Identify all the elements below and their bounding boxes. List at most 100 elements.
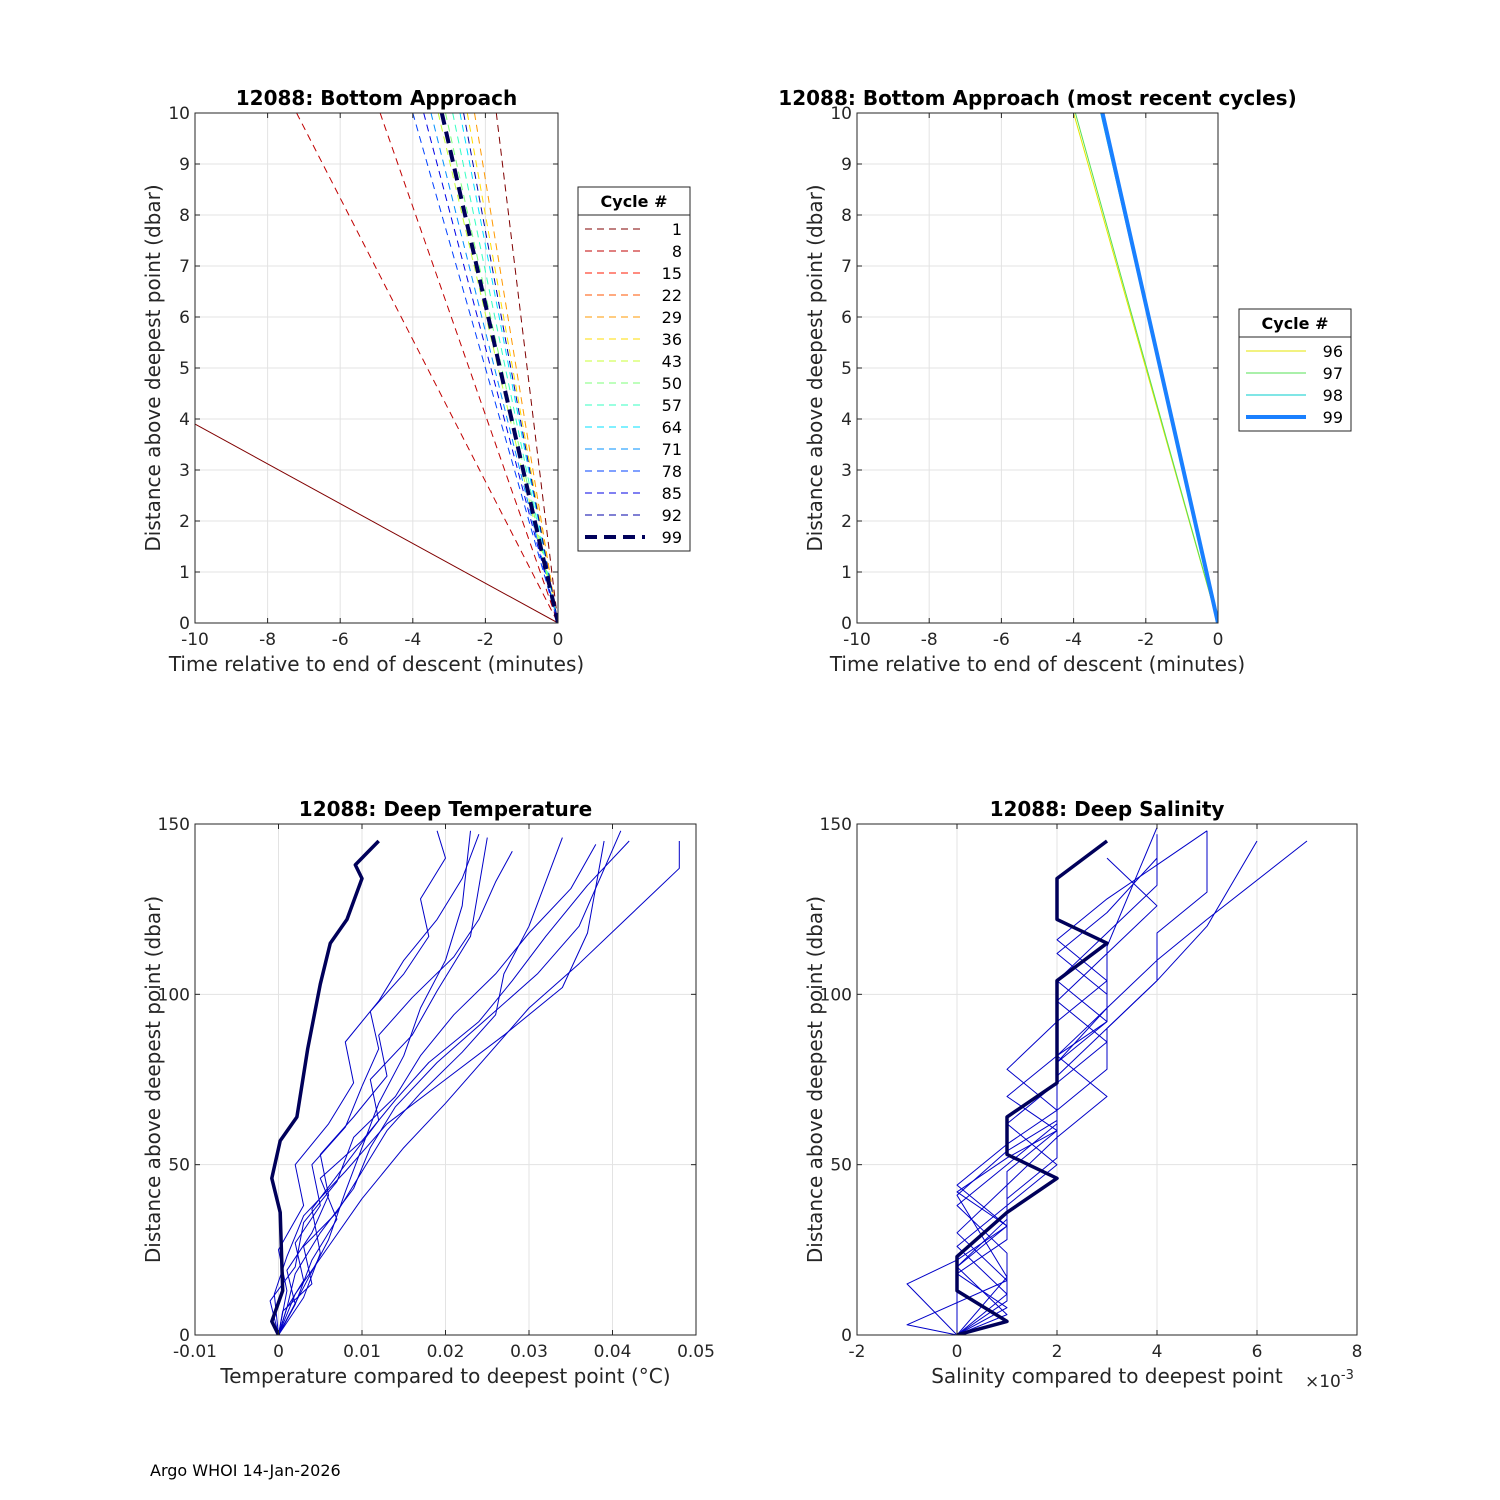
- deep-temperature-series-99: [270, 839, 380, 1335]
- bottom-approach-legend-label-92: 92: [662, 506, 682, 525]
- bottom-approach-legend-label-8: 8: [672, 242, 682, 261]
- deep-temperature-xtick-label-1: 0: [273, 1342, 284, 1362]
- deep-temperature-ytick-label-0: 0: [179, 1326, 190, 1346]
- bottom-approach-xtick-label-4: -2: [477, 630, 494, 650]
- bottom-approach-recent-series-group: [1073, 113, 1218, 623]
- bottom-approach-recent-ytick-label-6: 6: [841, 308, 852, 328]
- bottom-approach-series-22: [495, 113, 558, 623]
- bottom-approach-ytick-label-0: 0: [179, 614, 190, 634]
- bottom-approach-recent-ytick-label-1: 1: [841, 563, 852, 583]
- deep-temperature-xtick-label-2: 0.01: [343, 1342, 381, 1362]
- bottom-approach-legend-box: [577, 186, 691, 552]
- bottom-approach-legend-label-99: 99: [662, 528, 682, 547]
- bottom-approach-series-85: [423, 113, 558, 623]
- bottom-approach-xtick-label-1: -8: [259, 630, 276, 650]
- bottom-approach-title: 12088: Bottom Approach: [236, 86, 518, 110]
- bottom-approach-recent-series-99: [1100, 113, 1218, 623]
- bottom-approach-recent-xtick-label-5: 0: [1213, 630, 1224, 650]
- bottom-approach-ytick-label-8: 8: [179, 206, 190, 226]
- bottom-approach-series-71: [430, 113, 558, 623]
- bottom-approach-recent-xtick-label-2: -6: [993, 630, 1010, 650]
- bottom-approach-series-36: [466, 113, 558, 623]
- deep-salinity-series-s7: [956, 830, 1208, 1335]
- bottom-approach-legend-label-1: 1: [672, 220, 682, 239]
- deep-salinity-plot-area: [857, 824, 1357, 1335]
- bottom-approach-series-15: [379, 113, 558, 623]
- deep-temperature-xtick-label-5: 0.04: [594, 1342, 632, 1362]
- deep-temperature-series-c7: [278, 834, 480, 1335]
- bottom-approach-recent-ytick-label-10: 10: [830, 104, 852, 124]
- deep-temperature-series-c5: [278, 841, 680, 1335]
- deep-temperature-xlabel: Temperature compared to deepest point (°…: [219, 1364, 670, 1388]
- deep-temperature-ytick-label-2: 100: [158, 985, 190, 1005]
- bottom-approach-recent-ytick-label-7: 7: [841, 257, 852, 277]
- bottom-approach-ytick-label-1: 1: [179, 563, 190, 583]
- bottom-approach-recent-xtick-label-4: -2: [1137, 630, 1154, 650]
- bottom-approach-xtick-label-0: -10: [181, 630, 209, 650]
- bottom-approach-series-43: [437, 113, 558, 623]
- bottom-approach-recent-legend-title: Cycle #: [1262, 314, 1329, 333]
- deep-salinity-series-s5: [956, 857, 1158, 1335]
- bottom-approach-recent-title: 12088: Bottom Approach (most recent cycl…: [778, 86, 1296, 110]
- bottom-approach-legend-label-85: 85: [662, 484, 682, 503]
- bottom-approach-recent-series-97: [1074, 113, 1218, 623]
- bottom-approach-ytick-label-9: 9: [179, 155, 190, 175]
- bottom-approach-recent-ytick-label-8: 8: [841, 206, 852, 226]
- deep-salinity-ytick-label-2: 100: [820, 985, 852, 1005]
- deep-salinity-xtick-label-1: 0: [952, 1342, 963, 1362]
- bottom-approach-ytick-label-3: 3: [179, 461, 190, 481]
- bottom-approach-recent-xtick-label-1: -8: [921, 630, 938, 650]
- bottom-approach-recent-legend-box: [1238, 308, 1352, 432]
- bottom-approach-recent-xtick-label-3: -4: [1065, 630, 1082, 650]
- bottom-approach-xtick-label-5: 0: [553, 630, 564, 650]
- deep-temperature-xtick-label-4: 0.03: [510, 1342, 548, 1362]
- deep-salinity-series-99: [955, 839, 1109, 1335]
- bottom-approach-xtick-label-2: -6: [332, 630, 349, 650]
- bottom-approach-recent-ytick-label-3: 3: [841, 461, 852, 481]
- deep-salinity-xlabel: Salinity compared to deepest point: [931, 1364, 1283, 1388]
- deep-temperature-ylabel: Distance above deepest point (dbar): [141, 896, 165, 1263]
- deep-temperature-xtick-label-0: -0.01: [173, 1342, 217, 1362]
- deep-temperature-series-c11: [278, 830, 622, 1335]
- bottom-approach-recent-xtick-label-0: -10: [843, 630, 871, 650]
- deep-temperature-series-c3: [269, 844, 597, 1335]
- deep-salinity-ytick-label-3: 150: [820, 815, 852, 835]
- bottom-approach-legend-label-57: 57: [662, 396, 682, 415]
- bottom-approach-recent-ytick-label-4: 4: [841, 410, 852, 430]
- deep-salinity-title: 12088: Deep Salinity: [990, 797, 1225, 821]
- deep-temperature-series-group: [269, 830, 680, 1335]
- deep-salinity-xtick-label-5: 8: [1352, 1342, 1363, 1362]
- deep-salinity-series-s6: [956, 827, 1158, 1335]
- bottom-approach-legend-label-43: 43: [662, 352, 682, 371]
- bottom-approach-ytick-label-7: 7: [179, 257, 190, 277]
- bottom-approach-series-99: [439, 113, 558, 623]
- bottom-approach-ytick-label-2: 2: [179, 512, 190, 532]
- deep-temperature-series-c6: [278, 837, 563, 1335]
- bottom-approach-xtick-label-3: -4: [404, 630, 421, 650]
- bottom-approach-legend-label-22: 22: [662, 286, 682, 305]
- bottom-approach-series-64: [459, 113, 558, 623]
- deep-temperature-xtick-label-3: 0.02: [427, 1342, 465, 1362]
- bottom-approach-recent-ytick-label-9: 9: [841, 155, 852, 175]
- bottom-approach-recent-legend-label-96: 96: [1323, 342, 1343, 361]
- bottom-approach-legend-label-15: 15: [662, 264, 682, 283]
- bottom-approach-recent-ytick-label-0: 0: [841, 614, 852, 634]
- bottom-approach-legend-label-64: 64: [662, 418, 682, 437]
- deep-temperature-ytick-label-3: 150: [158, 815, 190, 835]
- bottom-approach-legend-label-78: 78: [662, 462, 682, 481]
- bottom-approach-series-29: [474, 113, 558, 623]
- bottom-approach-series-92: [463, 113, 558, 623]
- deep-salinity-xscale-label: ×10-3: [1305, 1368, 1354, 1392]
- deep-salinity-series-s4: [906, 840, 1308, 1335]
- bottom-approach-series-50: [445, 113, 558, 623]
- bottom-approach-recent-ylabel: Distance above deepest point (dbar): [803, 184, 827, 551]
- deep-salinity-xtick-label-4: 6: [1252, 1342, 1263, 1362]
- bottom-approach-series-1: [195, 423, 558, 623]
- bottom-approach-legend-label-71: 71: [662, 440, 682, 459]
- bottom-approach-ytick-label-5: 5: [179, 359, 190, 379]
- deep-temperature-chart: -0.01 0 0.01 0.02 0.03 0.04 0.0505010015012088…: [141, 797, 715, 1388]
- bottom-approach-recent-legend-label-98: 98: [1323, 386, 1343, 405]
- bottom-approach-ytick-label-10: 10: [168, 104, 190, 124]
